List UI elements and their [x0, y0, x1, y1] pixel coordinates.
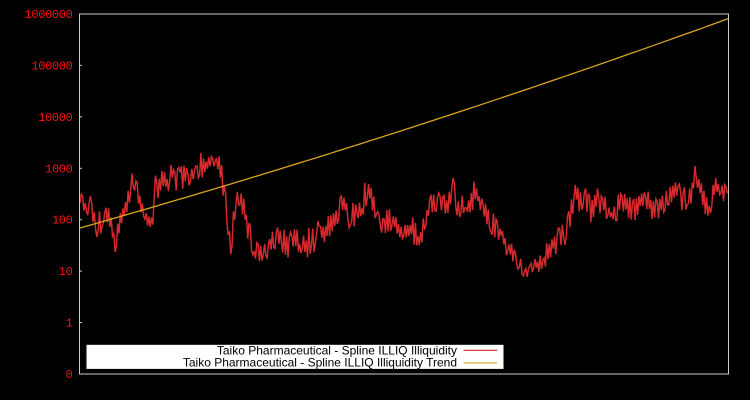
svg-text:Taiko Pharmaceutical - Spline: Taiko Pharmaceutical - Spline ILLIQ Illi…: [183, 356, 457, 370]
svg-text:Taiko Pharmaceutical - Spline: Taiko Pharmaceutical - Spline ILLIQ Illi…: [217, 344, 457, 358]
svg-text:1000000: 1000000: [25, 8, 73, 22]
svg-text:1000: 1000: [45, 162, 73, 176]
svg-text:100000: 100000: [31, 59, 72, 73]
svg-text:100: 100: [52, 214, 73, 228]
svg-text:10: 10: [59, 265, 73, 279]
svg-text:1: 1: [66, 317, 73, 331]
svg-text:0: 0: [66, 368, 73, 382]
svg-text:10000: 10000: [38, 111, 72, 125]
